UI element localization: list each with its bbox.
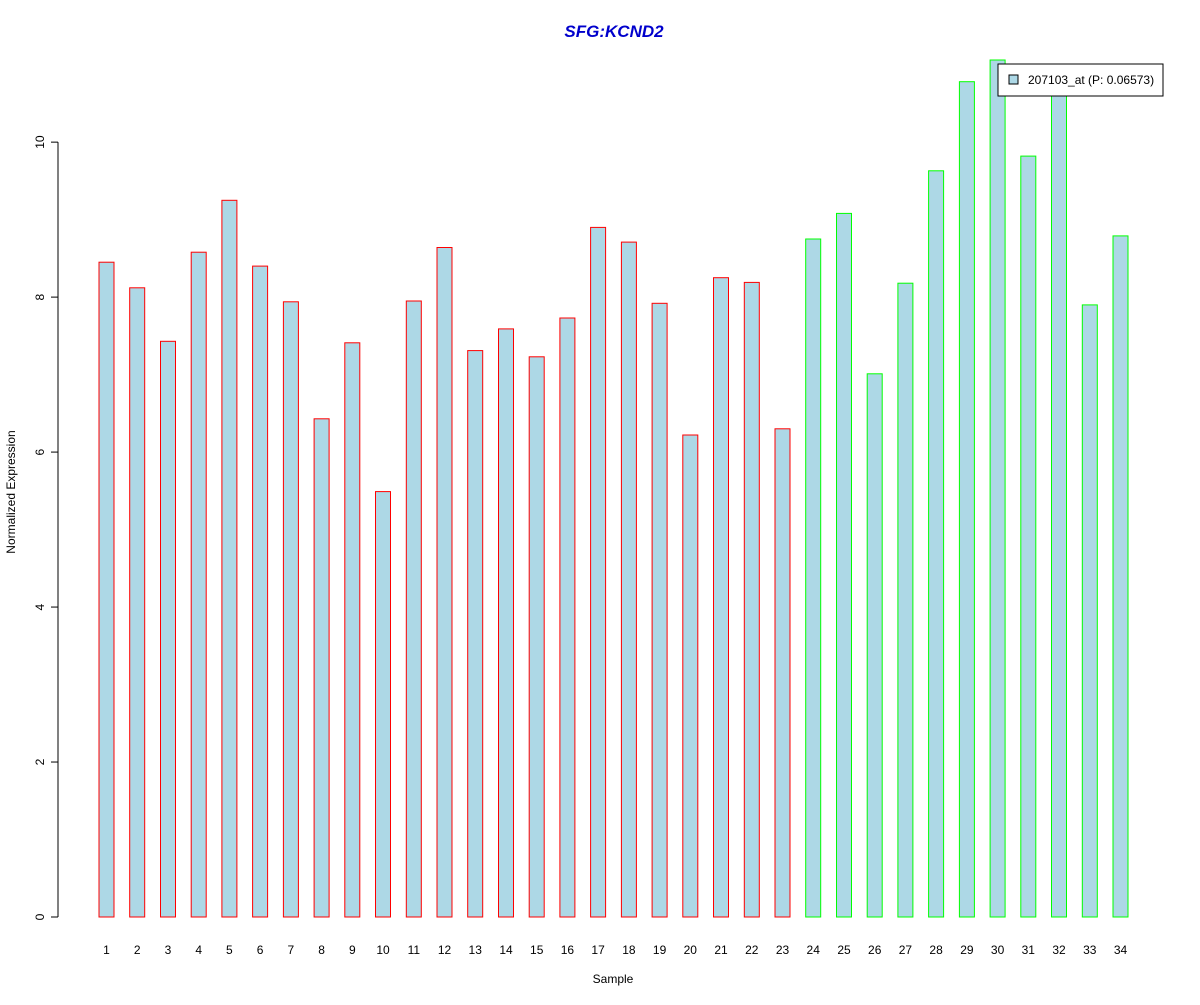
x-axis-labels: 1 2 3 4 5 6 7 8 9 10 11 12 13 14 15 16 17 18 19 20 21 22 23 24 2… [103, 943, 1127, 957]
bar-sample-5 [221, 199, 238, 918]
x-tick-label: 11 [408, 943, 421, 957]
bar-sample-16 [559, 317, 576, 918]
y-tick-label: 8 [33, 293, 47, 300]
bar-sample-33 [1081, 304, 1098, 918]
x-tick-label: 30 [991, 943, 1005, 957]
bar-sample-34 [1112, 235, 1129, 918]
x-tick-label: 12 [438, 943, 452, 957]
x-tick-label: 33 [1083, 943, 1097, 957]
bar-sample-32 [1051, 91, 1067, 918]
bar-sample-17 [590, 226, 607, 918]
x-tick-label: 9 [349, 943, 356, 957]
bar-sample-2 [129, 287, 146, 918]
legend-label: 207103_at (P: 0.06573) [1028, 73, 1154, 87]
x-tick-label: 26 [868, 943, 882, 957]
x-tick-label: 14 [499, 943, 513, 957]
bar-sample-21 [713, 277, 729, 918]
x-tick-label: 27 [899, 943, 913, 957]
x-tick-label: 10 [376, 943, 390, 957]
legend-swatch [1008, 74, 1019, 85]
x-tick-label: 13 [469, 943, 483, 957]
y-axis: 0 2 4 6 8 10 [33, 135, 59, 920]
bar-sample-29 [958, 81, 975, 918]
bar-sample-13 [467, 350, 484, 918]
x-tick-label: 6 [257, 943, 264, 957]
y-tick-label: 4 [33, 603, 47, 610]
x-tick-label: 20 [684, 943, 698, 957]
bar-sample-12 [436, 247, 453, 918]
bar-sample-31 [1020, 155, 1037, 918]
x-tick-label: 21 [714, 943, 728, 957]
bar-sample-30 [989, 59, 1006, 918]
x-tick-label: 3 [165, 943, 172, 957]
x-tick-label: 5 [226, 943, 233, 957]
bar-sample-6 [252, 265, 269, 918]
bar-sample-9 [344, 342, 361, 918]
bar-sample-10 [375, 491, 391, 918]
x-tick-label: 28 [929, 943, 943, 957]
bar-sample-27 [897, 282, 914, 918]
bars-group [98, 59, 1129, 918]
bar-sample-1 [98, 261, 115, 918]
y-tick-label: 0 [33, 913, 47, 920]
legend-box [997, 63, 1164, 97]
x-tick-label: 7 [288, 943, 295, 957]
bar-sample-15 [528, 356, 545, 918]
y-tick-label: 6 [33, 448, 47, 455]
bar-sample-11 [405, 300, 422, 918]
x-tick-label: 1 [103, 943, 110, 957]
bar-sample-25 [836, 212, 852, 918]
bar-sample-20 [682, 434, 699, 918]
x-tick-label: 19 [653, 943, 667, 957]
x-axis-title: Sample [593, 972, 634, 986]
x-tick-label: 8 [318, 943, 325, 957]
x-tick-label: 2 [134, 943, 141, 957]
bar-sample-24 [805, 238, 822, 918]
x-tick-label: 16 [561, 943, 575, 957]
x-tick-label: 32 [1052, 943, 1066, 957]
bar-sample-14 [498, 328, 514, 918]
bar-sample-3 [160, 340, 176, 918]
x-tick-label: 34 [1114, 943, 1128, 957]
bar-sample-18 [620, 241, 637, 918]
bar-sample-8 [313, 418, 330, 918]
x-tick-label: 29 [960, 943, 974, 957]
x-tick-label: 24 [807, 943, 821, 957]
x-tick-label: 22 [745, 943, 759, 957]
bar-sample-26 [866, 373, 883, 918]
bar-sample-22 [743, 281, 760, 918]
x-tick-label: 15 [530, 943, 544, 957]
x-tick-label: 25 [837, 943, 851, 957]
x-tick-label: 23 [776, 943, 790, 957]
bar-sample-7 [282, 301, 299, 918]
y-axis-title: Normalized Expression [4, 430, 18, 553]
x-tick-label: 4 [195, 943, 202, 957]
x-tick-label: 17 [591, 943, 605, 957]
x-tick-label: 18 [622, 943, 636, 957]
legend: 207103_at (P: 0.06573) [997, 63, 1164, 97]
y-tick-label: 10 [33, 135, 47, 149]
bar-sample-23 [774, 428, 791, 918]
bar-sample-28 [928, 170, 945, 918]
bar-sample-4 [190, 251, 207, 918]
y-tick-label: 2 [33, 758, 47, 765]
x-tick-label: 31 [1022, 943, 1036, 957]
chart-title: SFG:KCND2 [564, 22, 664, 41]
bar-sample-19 [651, 302, 668, 918]
